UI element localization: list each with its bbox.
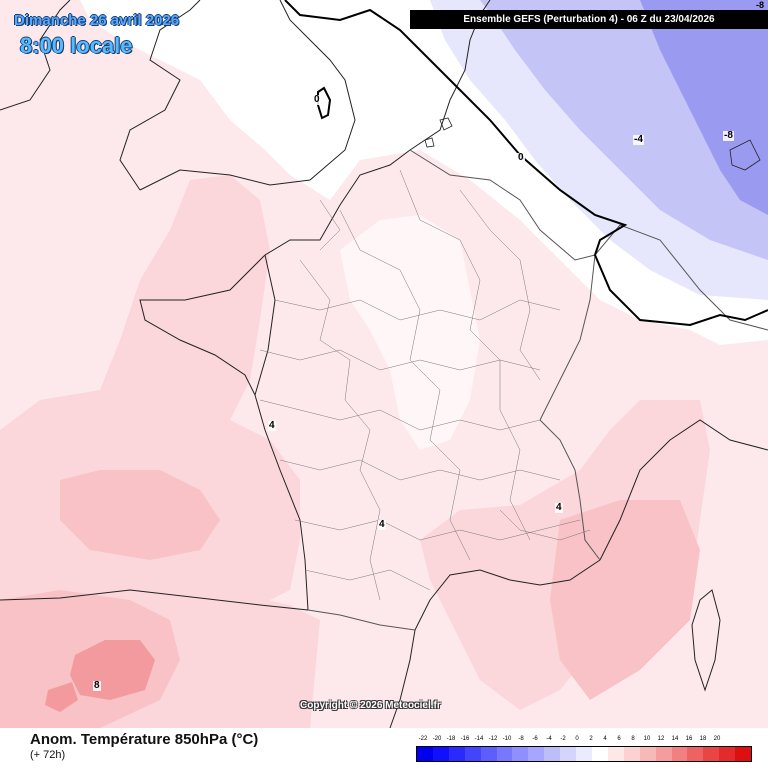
contour-label-minus8: -8 [723,130,734,141]
color-scale-swatch [591,747,608,761]
color-scale-label: 2 [589,736,593,742]
coast-italy [599,419,768,561]
color-scale-label: 16 [685,736,693,742]
contour-zero-main [284,0,768,327]
color-scale-swatch [496,747,513,761]
color-scale-swatch [703,747,720,761]
color-scale-label: 10 [643,736,651,742]
corner-contour-label: -8 [755,0,764,10]
anomaly-field-plus6-west [60,470,220,560]
color-scale-swatch [655,747,672,761]
color-scale-swatch [528,747,545,761]
color-scale-label: 12 [657,736,665,742]
color-scale-swatch [560,747,577,761]
islands [424,117,761,171]
contour-label-plus8: 8 [93,680,101,691]
color-scale-swatch [671,747,688,761]
coast-england [139,0,356,191]
legend-title: Anom. Température 850hPa (°C) [30,731,259,748]
coast-france-west [254,254,309,611]
contour-label-minus4: -4 [633,134,644,145]
anomaly-field-central-france [340,215,480,450]
color-scale-label: -4 [546,736,552,742]
color-scale-swatch [544,747,561,761]
color-scale: -22 -20 -18 -16 -14 -12 -10 -8 -6 -4 -2 0 2 4 6 8 10 12 14… [416,736,752,762]
color-scale-swatch [512,747,529,761]
coast-brittany [139,254,266,396]
coast-corsica [691,589,721,692]
contour-label-plus4-west: 4 [268,420,276,431]
legend-footer: Anom. Température 850hPa (°C) (+ 72h) -2… [0,728,768,768]
color-scale-label: 0 [575,736,579,742]
color-scale-label: 6 [617,736,621,742]
copyright-notice: Copyright © 2026 Meteociel.fr [300,700,441,711]
color-scale-label: 8 [631,736,635,742]
color-scale-swatch [480,747,497,761]
color-scale-label: 20 [713,736,721,742]
coast-ireland [0,0,71,111]
contour-label-zero-lowcountries: 0 [517,152,525,163]
contour-lines [284,0,768,327]
department-boundaries [259,169,591,601]
color-scale-swatch [687,747,704,761]
anomaly-field-plus8 [70,640,155,700]
coast-spain-north [0,589,309,611]
forecast-date: Dimanche 26 avril 2026 [14,12,180,29]
coast-spain-east [389,629,416,728]
coastlines [0,0,768,728]
color-scale-label: 18 [699,736,707,742]
border-france-switzerland-italy [539,419,601,561]
contour-label-plus4-alps: 4 [555,502,563,513]
coast-wales [119,0,201,191]
forecast-time: 8:00 locale [20,33,133,58]
color-scale-label: -6 [532,736,538,742]
legend-subtitle: (+ 72h) [30,749,66,761]
model-run-banner: Ensemble GEFS (Perturbation 4) - 06 Z du… [410,10,768,29]
contour-zero-england [317,86,332,120]
border-france-belgium [409,149,596,261]
color-scale-swatch [576,747,592,761]
coast-mediterranean-france [414,559,601,631]
color-scale-swatch [448,747,465,761]
color-scale-label: 14 [671,736,679,742]
color-scale-label: -2 [560,736,566,742]
contour-label-zero-england: 0 [313,94,321,105]
color-scale-label: -16 [460,736,470,742]
color-scale-label: -14 [474,736,484,742]
color-scale-bar [416,746,752,762]
border-france-spain [307,609,416,631]
color-scale-label: -20 [432,736,442,742]
contour-label-plus4-south: 4 [378,519,386,530]
border-france-germany [539,254,596,421]
anomaly-field-plus6-mediterranean [550,500,700,700]
color-scale-swatch [432,747,449,761]
color-scale-swatch [417,747,433,761]
color-scale-label: -12 [488,736,498,742]
temperature-anomaly-map [0,0,768,728]
color-scale-swatch [719,747,736,761]
color-scale-swatch [623,747,640,761]
color-scale-swatch [735,747,752,761]
color-scale-labels: -22 -20 -18 -16 -14 -12 -10 -8 -6 -4 -2 0 2 4 6 8 10 12 14… [416,736,752,746]
color-scale-label: -8 [518,736,524,742]
anomaly-field-plus8-small [45,682,78,712]
coast-channel [264,149,411,256]
color-scale-label: -18 [446,736,456,742]
anomaly-field-minus8 [640,0,768,215]
color-scale-label: -22 [418,736,428,742]
color-scale-swatch [639,747,656,761]
color-scale-label: 4 [603,736,607,742]
color-scale-swatch [464,747,481,761]
color-scale-swatch [607,747,624,761]
color-scale-label: -10 [502,736,512,742]
